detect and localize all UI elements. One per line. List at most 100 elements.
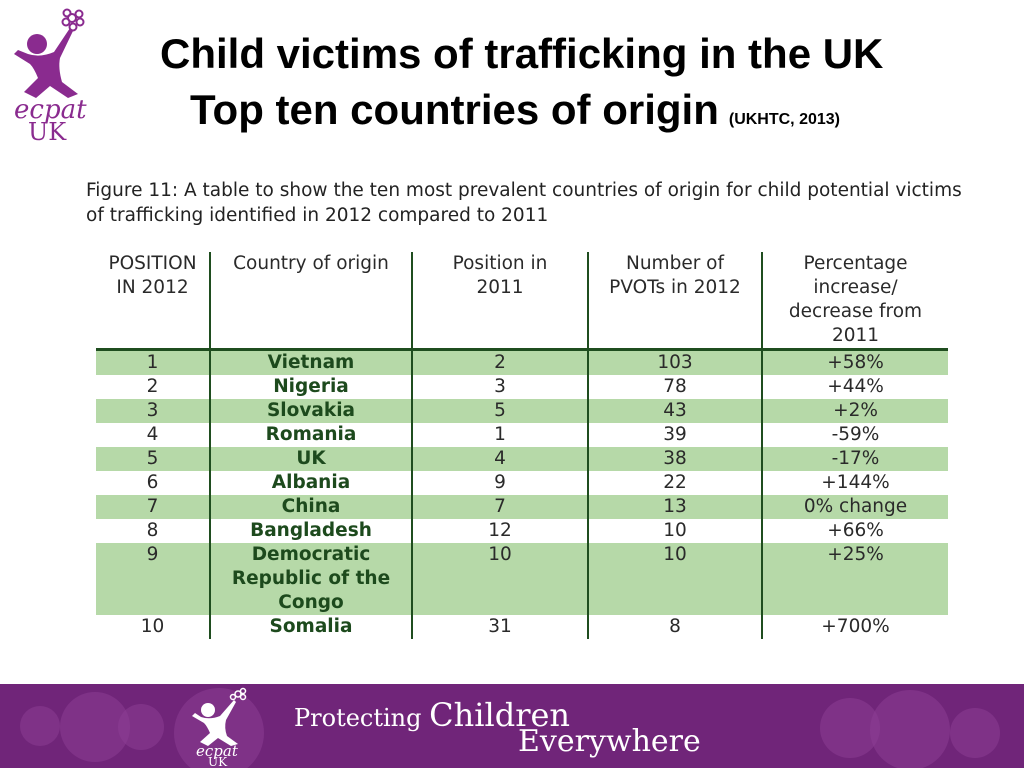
cell-country: Romania (210, 423, 413, 447)
table-header-row: POSITION IN 2012 Country of origin Posit… (96, 252, 948, 350)
tagline-line1: Protecting Children (294, 696, 570, 734)
header-position-2012-line1: POSITION (108, 253, 197, 274)
page-title-line2-text: Top ten countries of origin (190, 86, 719, 133)
child-figure-icon (14, 28, 78, 98)
tagline-protecting: Protecting (294, 704, 422, 732)
cell-pvots: 10 (588, 519, 763, 543)
cell-position-2011: 4 (412, 447, 589, 471)
cell-pvots: 38 (588, 447, 763, 471)
header-pvots: Number of PVOTs in 2012 (588, 252, 763, 350)
cell-pvots: 39 (588, 423, 763, 447)
cell-pvots: 43 (588, 399, 763, 423)
flower-icon (61, 8, 85, 32)
table-row: 3 Slovakia 5 43 +2% (96, 399, 948, 423)
header-pvots-line1: Number of (625, 253, 725, 274)
cell-position: 6 (96, 471, 211, 495)
header-country: Country of origin (210, 252, 413, 350)
cell-position: 4 (96, 423, 211, 447)
cell-country: Bangladesh (210, 519, 413, 543)
cell-position: 5 (96, 447, 211, 471)
ecpat-uk-logo: ecpat UK (14, 8, 87, 144)
header-percentage-line3: decrease from (788, 301, 923, 322)
cell-country: Vietnam (210, 348, 413, 375)
table-row: 5 UK 4 38 -17% (96, 447, 948, 471)
cell-country-line1: Democratic (251, 544, 371, 565)
header-position-2011-line1: Position in (452, 253, 548, 274)
cell-country: Somalia (210, 615, 413, 639)
cell-position-2011: 1 (412, 423, 589, 447)
table-row: 7 China 7 13 0% change (96, 495, 948, 519)
cell-country-line2: Republic of the (231, 568, 391, 589)
cell-position-2011: 12 (412, 519, 589, 543)
decorative-bubble (870, 690, 950, 768)
header-position-2012-line2: IN 2012 (116, 277, 189, 298)
footer-ecpat-uk-logo: ecpat UK (192, 687, 247, 766)
cell-position: 3 (96, 399, 211, 423)
header-pvots-line2: PVOTs in 2012 (609, 277, 741, 298)
table-row: 4 Romania 1 39 -59% (96, 423, 948, 447)
cell-position-2011: 2 (412, 348, 589, 375)
countries-table: POSITION IN 2012 Country of origin Posit… (96, 252, 948, 639)
decorative-bubble (118, 704, 164, 750)
header-position-2011: Position in 2011 (412, 252, 589, 350)
header-position-2012: POSITION IN 2012 (96, 252, 211, 350)
header-percentage: Percentage increase/ decrease from 2011 (762, 252, 948, 350)
figure-caption: Figure 11: A table to show the ten most … (86, 180, 962, 226)
cell-change: +66% (827, 520, 884, 541)
header-percentage-line1: Percentage (803, 253, 908, 274)
cell-country: Albania (210, 471, 413, 495)
cell-change: -17% (762, 447, 948, 471)
cell-position: 10 (96, 615, 211, 639)
cell-country: Nigeria (210, 375, 413, 399)
cell-change: +144% (821, 472, 890, 493)
cell-pvots: 13 (588, 495, 763, 519)
cell-change: +58% (762, 348, 948, 375)
cell-country-line3: Congo (278, 592, 344, 613)
cell-pvots: 8 (588, 615, 763, 639)
cell-pvots: 10 (588, 543, 763, 615)
cell-position-2011: 3 (412, 375, 589, 399)
cell-country: UK (210, 447, 413, 471)
cell-change: +700% (821, 616, 890, 637)
table-row: 1 Vietnam 2 103 +58% (96, 348, 948, 375)
table-row: 2 Nigeria 3 78 +44% (96, 375, 948, 399)
table-row: 10 Somalia 31 8 +700% (96, 615, 948, 639)
cell-change: +2% (762, 399, 948, 423)
cell-position: 2 (96, 375, 211, 399)
decorative-bubble (950, 708, 1000, 758)
cell-change: +25% (762, 543, 948, 615)
footer-child-figure-icon (192, 700, 238, 746)
table-row: 6 Albania 9 22 +144% (96, 471, 948, 495)
cell-country: Slovakia (210, 399, 413, 423)
table-row: 9 Democratic Republic of the Congo 10 10… (96, 543, 948, 615)
decorative-bubble (20, 706, 60, 746)
footer-logo-text-uk: UK (208, 755, 228, 766)
header-country-text: Country of origin (233, 253, 389, 274)
cell-position: 8 (96, 519, 211, 543)
tagline-children: Children (429, 696, 571, 734)
header-percentage-line4: 2011 (831, 325, 880, 346)
cell-position-2011: 10 (412, 543, 589, 615)
footer-flower-icon (229, 687, 247, 701)
header-position-2011-line2: 2011 (476, 277, 524, 298)
cell-position-2011: 9 (412, 471, 589, 495)
cell-position: 9 (96, 543, 211, 615)
page-title-line1: Child victims of trafficking in the UK (160, 30, 884, 77)
cell-country: Democratic Republic of the Congo (210, 543, 413, 615)
logo-text-ecpat: ecpat (14, 95, 87, 125)
page-title-line2: Top ten countries of origin (UKHTC, 2013) (190, 86, 840, 134)
cell-pvots: 103 (588, 348, 763, 375)
table-row: 8 Bangladesh 12 10 +66% (96, 519, 948, 543)
header-percentage-line2: increase/ (813, 277, 898, 298)
tagline-everywhere: Everywhere (518, 724, 701, 759)
cell-pvots: 22 (588, 471, 763, 495)
cell-position-2011: 5 (412, 399, 589, 423)
title-source: (UKHTC, 2013) (728, 111, 840, 128)
cell-change: 0% change (762, 495, 948, 519)
footer-logo-text-ecpat: ecpat (196, 742, 239, 760)
logo-text-uk: UK (28, 118, 67, 144)
footer-banner: ecpat UK Protecting Children Everywhere (0, 684, 1024, 768)
cell-position-2011: 7 (412, 495, 589, 519)
cell-country: China (210, 495, 413, 519)
cell-pvots: 78 (588, 375, 763, 399)
